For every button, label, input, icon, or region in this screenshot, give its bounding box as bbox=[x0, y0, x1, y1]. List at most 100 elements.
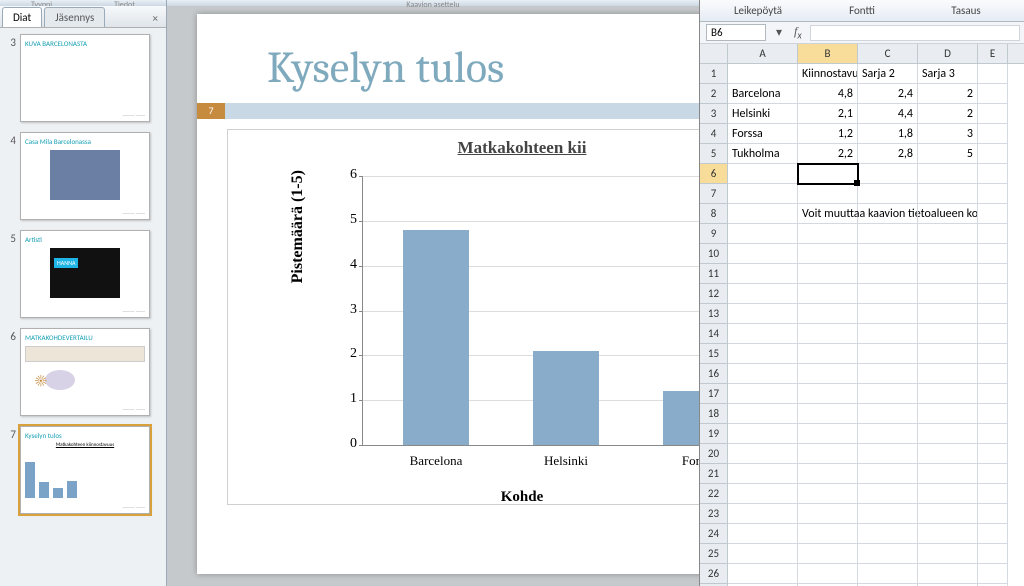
cell[interactable] bbox=[858, 264, 918, 284]
column-header[interactable]: A bbox=[728, 44, 798, 63]
cell[interactable] bbox=[798, 384, 858, 404]
cell[interactable] bbox=[728, 504, 798, 524]
cell[interactable] bbox=[918, 244, 978, 264]
cell[interactable] bbox=[798, 544, 858, 564]
column-header[interactable]: C bbox=[858, 44, 918, 63]
row-header[interactable]: 11 bbox=[700, 264, 727, 284]
cell[interactable] bbox=[918, 564, 978, 584]
slide-thumbnail[interactable]: KUVA BARCELONASTA-------- ------ bbox=[20, 34, 150, 122]
cell[interactable]: 1,8 bbox=[858, 124, 918, 144]
slide-thumbnail[interactable]: ArtistiHANNA-------- ------ bbox=[20, 230, 150, 318]
cell[interactable] bbox=[978, 484, 1008, 504]
cell[interactable] bbox=[978, 124, 1008, 144]
row-header[interactable]: 14 bbox=[700, 324, 727, 344]
cell[interactable]: Kiinnostavuus bbox=[798, 64, 858, 84]
row-header[interactable]: 12 bbox=[700, 284, 727, 304]
cell[interactable] bbox=[798, 464, 858, 484]
cell[interactable] bbox=[728, 424, 798, 444]
fill-handle[interactable] bbox=[854, 180, 860, 186]
cell[interactable] bbox=[858, 184, 918, 204]
cell[interactable] bbox=[728, 484, 798, 504]
cell[interactable]: 4,8 bbox=[798, 84, 858, 104]
cell[interactable] bbox=[798, 304, 858, 324]
column-header[interactable]: E bbox=[978, 44, 1008, 63]
slide-title[interactable]: Kyselyn tulos bbox=[197, 14, 699, 103]
cell[interactable] bbox=[978, 504, 1008, 524]
row-header[interactable]: 23 bbox=[700, 504, 727, 524]
cell[interactable] bbox=[978, 164, 1008, 184]
row-header[interactable]: 18 bbox=[700, 404, 727, 424]
cell[interactable] bbox=[918, 264, 978, 284]
cell[interactable] bbox=[918, 284, 978, 304]
cell[interactable]: Barcelona bbox=[728, 84, 798, 104]
cell[interactable] bbox=[918, 204, 978, 224]
cell[interactable] bbox=[918, 484, 978, 504]
slide-thumbnail[interactable]: Kyselyn tulosMatkakohteen kiinnostavuus-… bbox=[20, 426, 150, 514]
cell[interactable] bbox=[728, 264, 798, 284]
row-header[interactable]: 5 bbox=[700, 144, 727, 164]
cell[interactable] bbox=[858, 304, 918, 324]
cell[interactable] bbox=[978, 384, 1008, 404]
cell[interactable] bbox=[918, 544, 978, 564]
cell[interactable] bbox=[798, 344, 858, 364]
cell[interactable] bbox=[798, 564, 858, 584]
cell[interactable]: 2,1 bbox=[798, 104, 858, 124]
cell[interactable] bbox=[858, 384, 918, 404]
cell[interactable] bbox=[858, 364, 918, 384]
slide[interactable]: Kyselyn tulos 7 Matkakohteen kii Pistemä… bbox=[197, 14, 699, 574]
cell[interactable] bbox=[728, 404, 798, 424]
cell[interactable] bbox=[918, 384, 978, 404]
tab-outline[interactable]: Jäsennys bbox=[44, 7, 105, 27]
cell[interactable] bbox=[728, 304, 798, 324]
cell[interactable] bbox=[918, 504, 978, 524]
cell[interactable] bbox=[858, 224, 918, 244]
cell[interactable] bbox=[978, 144, 1008, 164]
cell[interactable] bbox=[798, 164, 858, 184]
cell[interactable] bbox=[918, 404, 978, 424]
slide-thumbnail[interactable]: Casa Mila Barcelonassa-------- ------ bbox=[20, 132, 150, 220]
cell[interactable]: Tukholma bbox=[728, 144, 798, 164]
cell[interactable] bbox=[728, 464, 798, 484]
cell[interactable] bbox=[858, 424, 918, 444]
cell[interactable] bbox=[978, 244, 1008, 264]
cell[interactable] bbox=[978, 224, 1008, 244]
row-header[interactable]: 9 bbox=[700, 224, 727, 244]
row-header[interactable]: 24 bbox=[700, 524, 727, 544]
cell[interactable] bbox=[798, 364, 858, 384]
cell[interactable]: Forssa bbox=[728, 124, 798, 144]
row-header[interactable]: 3 bbox=[700, 104, 727, 124]
row-header[interactable]: 21 bbox=[700, 464, 727, 484]
cell[interactable] bbox=[978, 284, 1008, 304]
cell[interactable] bbox=[728, 224, 798, 244]
cell[interactable]: Sarja 3 bbox=[918, 64, 978, 84]
cell[interactable] bbox=[858, 344, 918, 364]
cell[interactable] bbox=[798, 524, 858, 544]
cell[interactable] bbox=[798, 404, 858, 424]
row-header[interactable]: 26 bbox=[700, 564, 727, 584]
column-header[interactable]: B bbox=[798, 44, 858, 63]
cell[interactable]: Sarja 2 bbox=[858, 64, 918, 84]
close-icon[interactable]: × bbox=[145, 10, 166, 27]
cell[interactable] bbox=[918, 224, 978, 244]
row-header[interactable]: 7 bbox=[700, 184, 727, 204]
cell[interactable] bbox=[858, 204, 918, 224]
cell[interactable] bbox=[978, 204, 1008, 224]
cell[interactable] bbox=[858, 464, 918, 484]
cell[interactable] bbox=[978, 464, 1008, 484]
cell[interactable]: 2 bbox=[918, 84, 978, 104]
cell[interactable] bbox=[978, 184, 1008, 204]
fx-icon[interactable]: fx bbox=[786, 24, 810, 41]
cell[interactable] bbox=[728, 184, 798, 204]
cell[interactable] bbox=[978, 84, 1008, 104]
cell[interactable] bbox=[978, 564, 1008, 584]
cell[interactable] bbox=[858, 284, 918, 304]
cell[interactable] bbox=[978, 544, 1008, 564]
row-header[interactable]: 20 bbox=[700, 444, 727, 464]
spreadsheet-grid[interactable]: 1234567891011121314151617181920212223242… bbox=[700, 44, 1024, 586]
cell[interactable]: 2,2 bbox=[798, 144, 858, 164]
select-all-corner[interactable] bbox=[700, 44, 727, 64]
tab-slides[interactable]: Diat bbox=[2, 7, 42, 27]
chart-bar[interactable] bbox=[533, 351, 599, 445]
cell[interactable] bbox=[728, 524, 798, 544]
chart-title[interactable]: Matkakohteen kii bbox=[236, 138, 699, 158]
